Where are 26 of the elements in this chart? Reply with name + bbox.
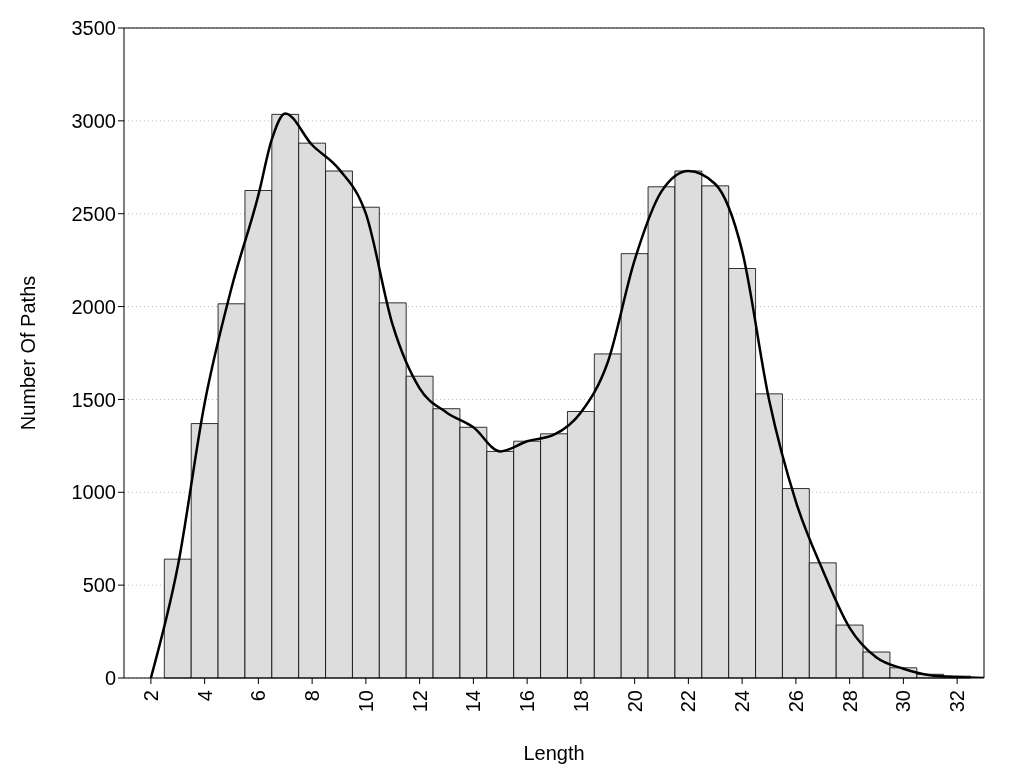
y-tick-label: 2500 [71, 202, 116, 225]
y-tick-label: 1500 [71, 388, 116, 411]
x-tick-label: 20 [623, 690, 646, 713]
y-tick-label: 0 [104, 667, 116, 690]
x-tick-label: 30 [892, 690, 915, 713]
y-tick-label: 2000 [71, 295, 116, 318]
x-tick-label: 18 [569, 690, 592, 713]
y-tick-label: 500 [82, 574, 116, 597]
x-tick-label: 16 [516, 690, 539, 713]
x-tick-label: 14 [462, 690, 485, 713]
x-tick-label: 4 [193, 690, 216, 702]
x-tick-label: 6 [247, 690, 270, 702]
x-tick-label: 32 [946, 690, 969, 713]
x-tick-label: 26 [784, 690, 807, 713]
y-tick-label: 3000 [71, 109, 116, 132]
x-tick-label: 28 [838, 690, 861, 713]
y-tick-label: 1000 [71, 481, 116, 504]
x-tick-label: 22 [677, 690, 700, 713]
x-tick-label: 2 [139, 690, 162, 702]
y-axis-title: Number Of Paths [17, 275, 40, 431]
x-axis-title: Length [523, 742, 585, 764]
y-tick-label: 3500 [71, 17, 116, 40]
x-tick-label: 24 [731, 690, 754, 713]
x-tick-label: 10 [354, 690, 377, 713]
x-tick-label: 8 [301, 690, 324, 702]
x-tick-label: 12 [408, 690, 431, 713]
